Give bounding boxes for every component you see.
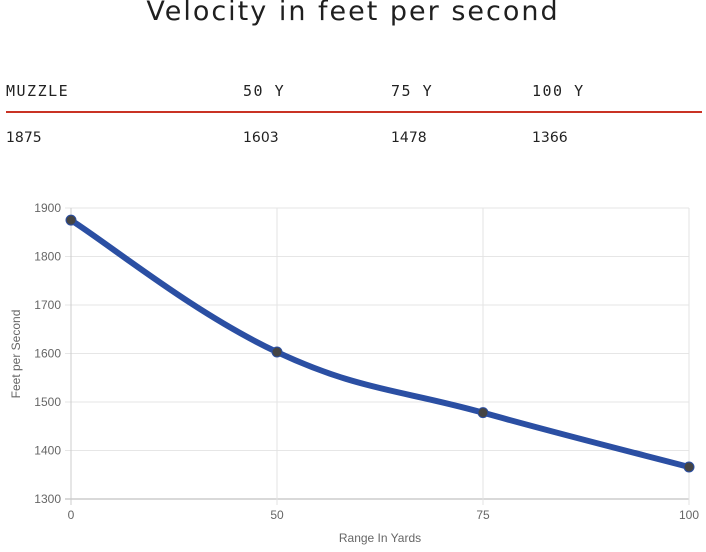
y-tick-label: 1900 — [34, 201, 61, 215]
x-tick-label: 75 — [476, 508, 490, 522]
series-line-velocity — [68, 217, 692, 470]
data-point — [477, 407, 489, 419]
table-header-50y: 50 Y — [243, 82, 286, 100]
y-tick-label: 1600 — [34, 347, 61, 361]
table-value-75y: 1478 — [391, 130, 427, 146]
chart-grid — [65, 207, 690, 505]
table-divider — [6, 111, 702, 113]
y-axis-label: Feet per Second — [9, 310, 23, 399]
data-point — [683, 461, 695, 473]
y-tick-label: 1700 — [34, 298, 61, 312]
x-axis-ticks: 0 50 75 100 — [68, 508, 700, 522]
data-point — [65, 214, 77, 226]
series-points — [65, 214, 695, 473]
table-header-muzzle: MUZZLE — [6, 82, 70, 100]
table-value-50y: 1603 — [243, 130, 279, 146]
table-header-75y: 75 Y — [391, 82, 434, 100]
y-tick-label: 1400 — [34, 444, 61, 458]
table-value-100y: 1366 — [532, 130, 568, 146]
x-tick-label: 50 — [270, 508, 284, 522]
table-value-muzzle: 1875 — [6, 130, 42, 146]
table-header-100y: 100 Y — [532, 82, 585, 100]
y-tick-label: 1500 — [34, 395, 61, 409]
x-axis-label: Range In Yards — [339, 531, 421, 545]
y-axis-ticks: 1900 1800 1700 1600 1500 1400 1300 — [34, 201, 61, 506]
data-point — [271, 346, 283, 358]
y-tick-label: 1300 — [34, 492, 61, 506]
x-tick-label: 100 — [679, 508, 699, 522]
x-tick-label: 0 — [68, 508, 75, 522]
y-tick-label: 1800 — [34, 250, 61, 264]
page-title: Velocity in feet per second — [146, 0, 560, 27]
